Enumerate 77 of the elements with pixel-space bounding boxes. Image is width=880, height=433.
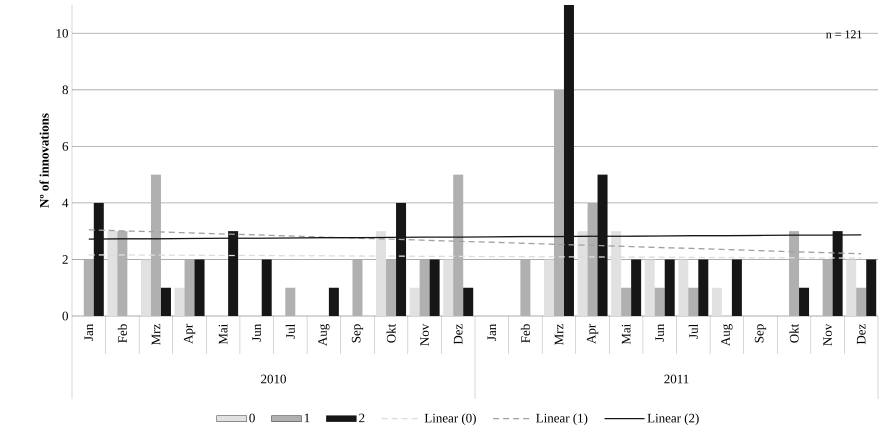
x-tick-label: Mai: [218, 324, 228, 344]
bar: [654, 288, 665, 316]
x-tick-label: Nov: [823, 324, 832, 346]
bar: [443, 259, 454, 316]
bar: [712, 288, 722, 316]
legend-label: Linear (0): [424, 413, 476, 426]
bar: [588, 202, 598, 316]
bar: [386, 259, 396, 316]
x-tick-label: Apr: [184, 324, 196, 344]
legend-label: Linear (2): [648, 413, 699, 426]
x-tick-label: Jul: [688, 324, 698, 339]
x-tick-label: Jun: [252, 324, 262, 342]
y-tick-label: 0: [62, 312, 68, 320]
y-tick-label: 4: [62, 198, 68, 208]
x-tick-label: Mrz: [554, 324, 564, 345]
x-tick-label: Feb: [520, 324, 530, 343]
x-tick-label: Aug: [721, 324, 733, 346]
bar: [822, 259, 833, 316]
x-tick-label: Dez: [454, 324, 463, 344]
x-tick-label: Jun: [655, 324, 664, 342]
bar: [463, 288, 474, 316]
x-tick-label: Mai: [622, 324, 630, 344]
x-tick-label: Okt: [789, 324, 799, 343]
y-axis-title: Nº of innovations: [39, 113, 49, 208]
bar: [352, 259, 362, 316]
x-tick-label: Jan: [84, 324, 94, 341]
bar: [799, 288, 810, 316]
x-tick-label: Jan: [487, 324, 496, 341]
legend-label: 0: [249, 414, 255, 422]
bar: [117, 231, 128, 316]
bar: [285, 288, 296, 316]
bar: [698, 259, 708, 316]
bar: [544, 259, 554, 316]
bar: [328, 288, 339, 316]
x-tick-label: Aug: [318, 324, 330, 346]
legend-label: Linear (1): [536, 413, 588, 426]
bar: [453, 174, 464, 316]
bar: [856, 288, 866, 316]
bar: [866, 259, 876, 316]
y-tick-label: 6: [62, 142, 68, 151]
y-tick-label: 8: [62, 85, 68, 94]
x-tick-label: Sep: [754, 324, 766, 342]
y-tick-label: 10: [56, 28, 68, 38]
x-tick-label: Sep: [352, 324, 364, 342]
text: 2010: [261, 374, 286, 384]
bar: [174, 288, 185, 316]
x-tick-label: Apr: [586, 324, 598, 344]
bar: [631, 259, 642, 316]
x-tick-label: Mrz: [152, 324, 160, 345]
bar: [194, 259, 205, 316]
bar: [160, 288, 171, 316]
bar: [664, 259, 675, 316]
bar: [262, 259, 272, 316]
y-tick-label: 2: [62, 255, 68, 264]
x-tick-label: Feb: [118, 324, 127, 343]
bar: [150, 174, 161, 316]
x-tick-label: Nov: [420, 324, 429, 346]
bar: [430, 259, 440, 316]
bar: [732, 259, 742, 316]
bar: [789, 231, 800, 316]
bar: [140, 259, 151, 316]
text: 2011: [664, 374, 688, 384]
x-tick-label: Jul: [286, 324, 295, 339]
x-tick-label: Dez: [856, 324, 866, 344]
x-tick-label: Okt: [386, 324, 396, 343]
bar: [688, 288, 698, 316]
bar: [410, 288, 420, 316]
line-series: [88, 229, 862, 254]
bar: [520, 259, 530, 316]
legend-label: 1: [304, 414, 310, 422]
bar: [184, 259, 195, 316]
bar: [621, 288, 632, 316]
legend-label: 2: [359, 414, 364, 422]
bar: [420, 259, 430, 316]
bar: [554, 90, 564, 316]
annotation: n = 121: [826, 30, 862, 38]
bar: [84, 259, 94, 316]
